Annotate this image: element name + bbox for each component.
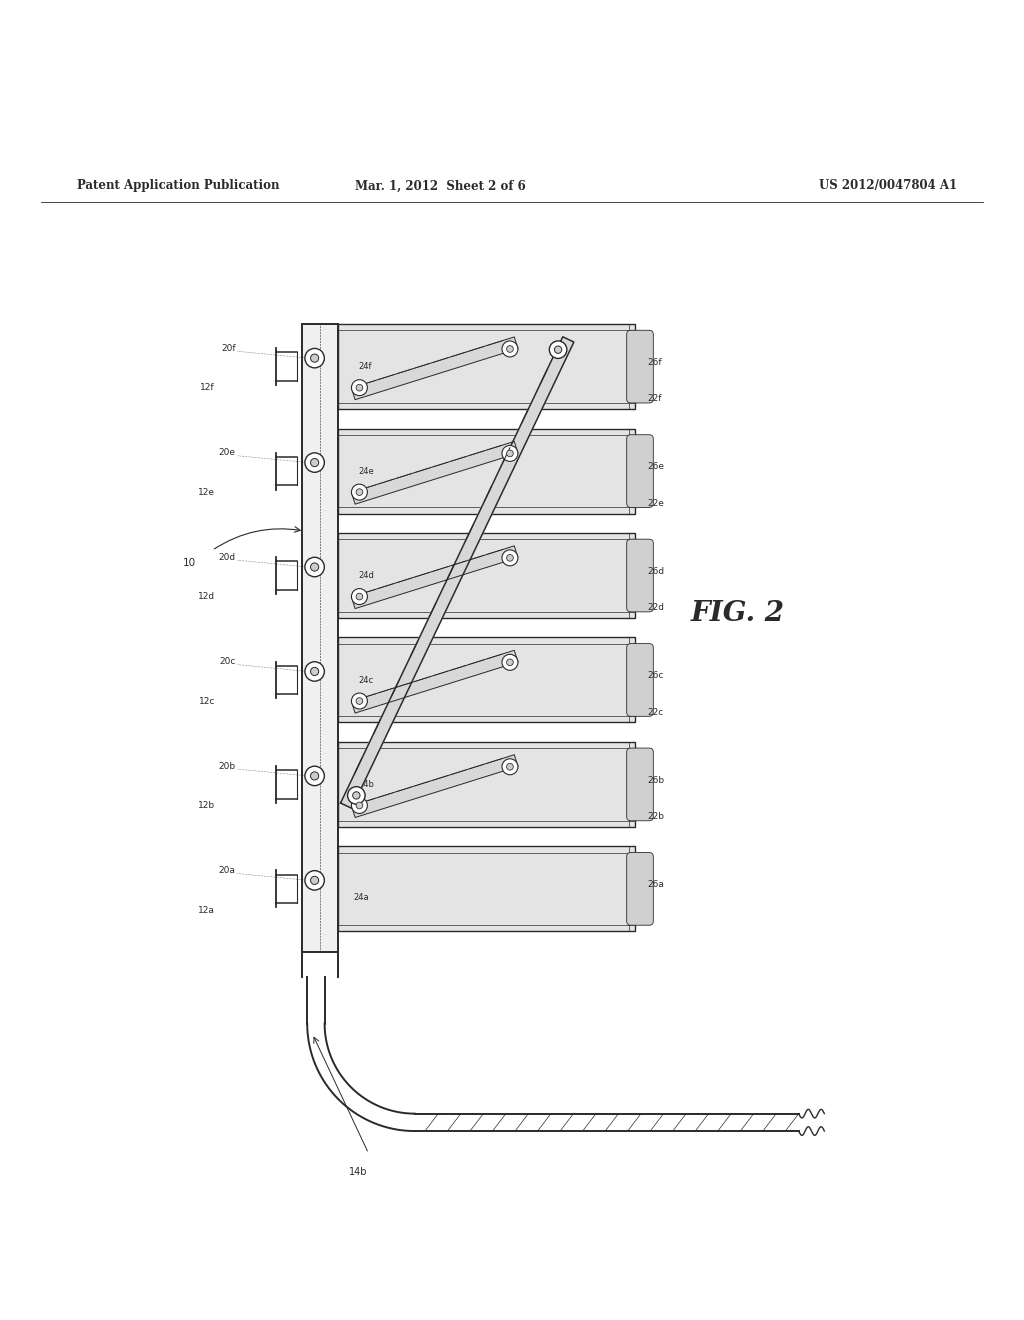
Polygon shape [351,441,518,504]
Text: 26a: 26a [647,880,664,890]
Circle shape [352,792,360,799]
Text: FIG. 2: FIG. 2 [690,601,784,627]
Circle shape [351,589,368,605]
FancyBboxPatch shape [627,853,653,925]
Text: US 2012/0047804 A1: US 2012/0047804 A1 [819,180,957,193]
Text: Mar. 1, 2012  Sheet 2 of 6: Mar. 1, 2012 Sheet 2 of 6 [355,180,525,193]
Circle shape [502,341,518,356]
FancyBboxPatch shape [627,330,653,403]
Circle shape [305,348,325,368]
Circle shape [356,803,362,809]
Circle shape [502,445,518,462]
Text: 14b: 14b [349,1167,368,1177]
Circle shape [549,341,567,359]
Circle shape [305,766,325,785]
Polygon shape [351,337,518,400]
Circle shape [507,554,513,561]
Text: 20f: 20f [221,343,236,352]
Circle shape [305,557,325,577]
Circle shape [310,562,318,572]
Text: 12a: 12a [199,906,215,915]
Bar [338,846,635,932]
Bar [338,429,635,513]
Text: 26f: 26f [647,358,662,367]
Text: 12e: 12e [198,488,215,496]
Text: 20b: 20b [218,762,236,771]
Circle shape [554,346,562,354]
Circle shape [351,797,368,813]
Text: 24d: 24d [358,572,375,581]
FancyBboxPatch shape [627,539,653,612]
Text: 10: 10 [183,558,196,568]
Text: 22e: 22e [647,499,664,508]
Text: 22f: 22f [647,395,662,404]
FancyBboxPatch shape [627,748,653,821]
Circle shape [351,380,368,396]
FancyBboxPatch shape [627,434,653,507]
Circle shape [502,759,518,775]
Circle shape [507,659,513,665]
Circle shape [305,453,325,473]
Text: 24b: 24b [358,780,375,789]
Text: 26b: 26b [647,776,665,784]
Circle shape [502,655,518,671]
Polygon shape [351,546,518,609]
Bar [338,742,635,826]
Circle shape [507,763,513,770]
Text: 12d: 12d [198,593,215,602]
Circle shape [356,593,362,599]
Polygon shape [351,755,518,817]
Circle shape [507,450,513,457]
Bar [338,533,635,618]
Circle shape [310,668,318,676]
Text: 26d: 26d [647,566,665,576]
Text: 12b: 12b [198,801,215,810]
Text: 20a: 20a [219,866,236,875]
Circle shape [507,346,513,352]
Text: 12f: 12f [201,383,215,392]
Circle shape [310,772,318,780]
Circle shape [347,787,366,804]
FancyBboxPatch shape [627,644,653,717]
Circle shape [310,458,318,467]
Circle shape [310,354,318,362]
Circle shape [310,876,318,884]
Circle shape [356,698,362,705]
Text: 22c: 22c [647,708,664,717]
Text: 22d: 22d [647,603,665,612]
Circle shape [351,484,368,500]
Text: 24a: 24a [353,892,369,902]
Bar [338,325,635,409]
Text: 22b: 22b [647,812,665,821]
Text: 20c: 20c [219,657,236,667]
Text: 24c: 24c [358,676,374,685]
Text: 12c: 12c [199,697,215,706]
Polygon shape [351,651,518,713]
Circle shape [305,661,325,681]
Text: 20d: 20d [218,553,236,561]
Polygon shape [341,337,573,808]
Text: 24f: 24f [358,362,372,371]
Text: Patent Application Publication: Patent Application Publication [77,180,280,193]
Circle shape [356,384,362,391]
Circle shape [351,693,368,709]
Circle shape [502,550,518,566]
Text: 26e: 26e [647,462,665,471]
Text: 26c: 26c [647,671,664,680]
Circle shape [305,871,325,890]
Circle shape [356,488,362,495]
Text: 20e: 20e [218,449,236,457]
Text: 24e: 24e [358,467,374,475]
Bar [338,638,635,722]
Bar [302,325,338,952]
